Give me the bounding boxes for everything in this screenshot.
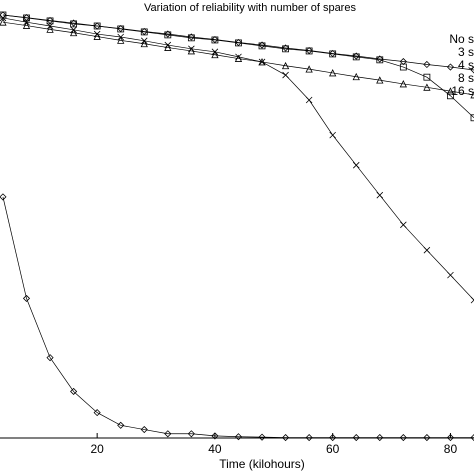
marker — [423, 434, 431, 442]
marker — [187, 47, 196, 55]
marker — [70, 20, 78, 28]
marker — [446, 87, 455, 95]
marker — [352, 53, 360, 61]
chart-title: Variation of reliability with number of … — [144, 2, 356, 14]
marker — [187, 33, 195, 41]
marker — [376, 76, 384, 84]
marker — [69, 28, 78, 37]
marker — [0, 193, 7, 201]
series-line — [2, 17, 474, 301]
marker — [423, 246, 431, 254]
marker — [22, 13, 31, 22]
marker — [376, 191, 384, 199]
x-tick-label: 40 — [208, 442, 222, 456]
marker — [164, 31, 172, 39]
marker — [400, 221, 407, 229]
marker — [164, 43, 172, 51]
marker — [258, 41, 266, 49]
marker — [423, 83, 431, 91]
marker — [0, 11, 7, 19]
marker — [211, 432, 219, 440]
marker — [117, 24, 125, 33]
marker — [376, 56, 384, 64]
marker — [305, 46, 313, 55]
marker — [70, 19, 78, 27]
marker — [234, 38, 243, 47]
legend-label: 16 s — [451, 84, 474, 98]
marker — [399, 434, 407, 442]
marker — [234, 433, 243, 441]
marker — [352, 434, 360, 442]
marker — [399, 80, 407, 88]
marker — [211, 35, 219, 44]
marker — [329, 434, 337, 442]
marker — [376, 434, 384, 442]
marker — [470, 114, 474, 122]
marker — [423, 60, 431, 69]
marker — [352, 161, 360, 169]
marker — [305, 65, 313, 73]
series-line — [2, 21, 474, 96]
marker — [46, 25, 54, 33]
marker — [0, 18, 7, 26]
marker — [140, 425, 148, 434]
marker — [258, 433, 266, 441]
marker — [470, 296, 474, 304]
marker — [258, 42, 266, 50]
series-line — [2, 14, 474, 119]
series-line — [2, 14, 474, 71]
marker — [446, 434, 455, 442]
marker — [140, 27, 148, 36]
marker — [93, 22, 101, 30]
marker — [140, 39, 148, 48]
marker — [282, 44, 290, 52]
marker — [399, 57, 407, 66]
marker — [423, 73, 431, 81]
marker — [282, 71, 289, 79]
x-tick-label: 20 — [90, 442, 104, 456]
marker — [282, 434, 290, 442]
marker — [470, 434, 474, 442]
marker — [22, 21, 31, 29]
marker — [329, 49, 337, 58]
marker — [329, 69, 337, 77]
x-axis-label: Time (kilohours) — [219, 457, 305, 471]
series-line — [2, 196, 474, 438]
marker — [305, 96, 313, 104]
legend-label: 3 s — [458, 45, 474, 59]
marker — [234, 54, 243, 62]
marker — [282, 45, 289, 53]
legend-label: 8 s — [458, 71, 474, 85]
legend-label: No s — [449, 32, 474, 46]
marker — [446, 63, 455, 71]
marker — [164, 430, 172, 438]
marker — [22, 294, 31, 302]
marker — [187, 34, 195, 42]
marker — [447, 271, 454, 279]
marker — [164, 30, 172, 38]
marker — [46, 16, 54, 25]
x-tick-label: 60 — [326, 442, 340, 456]
marker — [281, 61, 290, 70]
marker — [46, 354, 54, 362]
marker — [117, 421, 125, 429]
marker — [258, 58, 266, 66]
marker — [352, 52, 360, 60]
marker — [376, 55, 384, 63]
marker — [187, 430, 195, 438]
marker — [117, 36, 125, 44]
marker — [70, 387, 78, 396]
x-tick-label: 80 — [444, 442, 458, 456]
marker — [470, 91, 474, 99]
marker — [305, 434, 313, 442]
marker — [447, 92, 454, 100]
marker — [211, 50, 219, 59]
marker — [93, 32, 101, 40]
marker — [329, 131, 336, 139]
marker — [352, 72, 360, 81]
marker — [470, 66, 474, 74]
marker — [93, 409, 101, 417]
